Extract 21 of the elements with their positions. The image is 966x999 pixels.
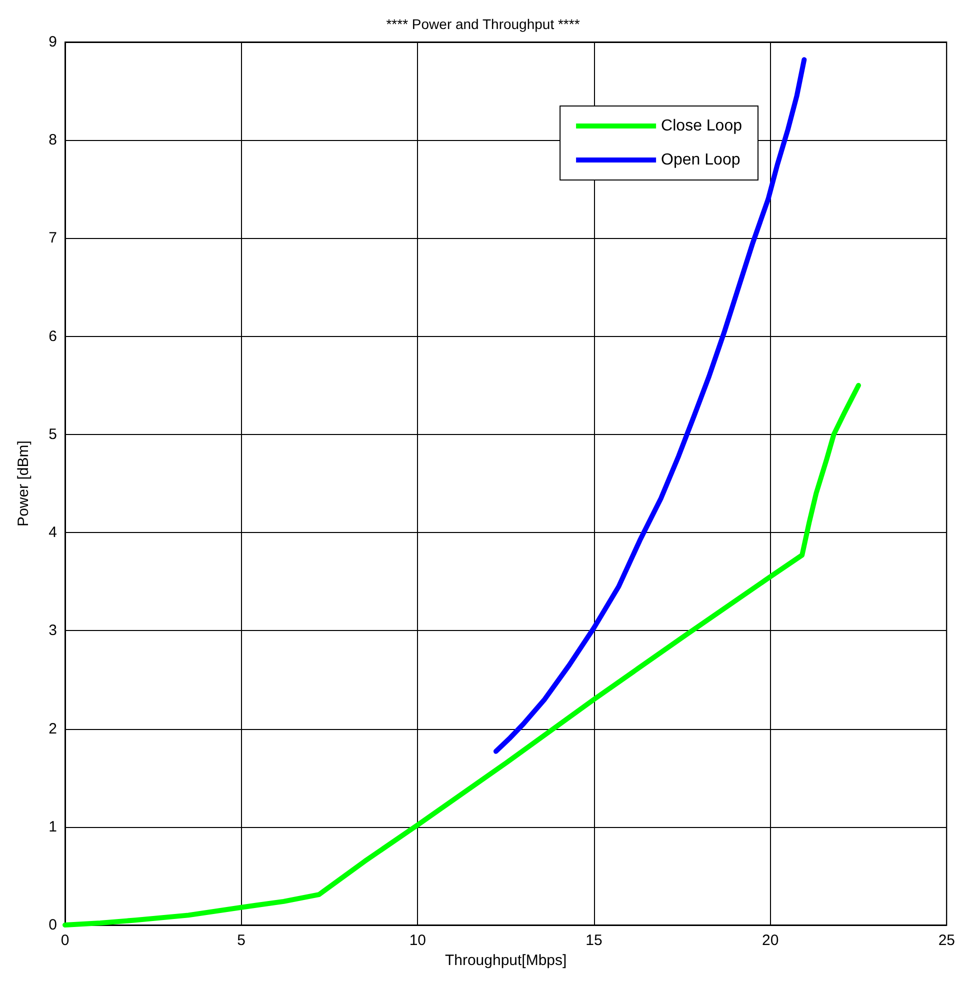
chart-title: **** Power and Throughput **** — [386, 16, 580, 32]
y-axis-title: Power [dBm] — [15, 440, 32, 526]
y-tick-label: 3 — [48, 622, 57, 640]
y-tick-label: 5 — [48, 426, 57, 443]
x-axis-title: Throughput[Mbps] — [444, 952, 567, 969]
y-tick-label: 8 — [48, 132, 57, 149]
x-tick-label: 5 — [237, 932, 246, 949]
y-tick-label: 4 — [48, 524, 57, 542]
y-tick-label: 1 — [48, 818, 57, 836]
x-tick-label: 15 — [586, 932, 602, 949]
legend-label: Close Loop — [661, 118, 742, 134]
legend-label: Open Loop — [661, 152, 740, 168]
y-tick-label: 2 — [48, 720, 57, 738]
x-tick-label: 0 — [60, 932, 70, 949]
x-tick-label: 20 — [762, 932, 779, 949]
y-tick-label: 9 — [48, 34, 57, 50]
x-tick-label: 25 — [938, 932, 955, 949]
x-tick-label: 10 — [409, 932, 426, 949]
y-tick-label: 0 — [48, 916, 57, 934]
y-tick-label: 6 — [48, 328, 57, 345]
y-tick-label: 7 — [48, 230, 57, 247]
